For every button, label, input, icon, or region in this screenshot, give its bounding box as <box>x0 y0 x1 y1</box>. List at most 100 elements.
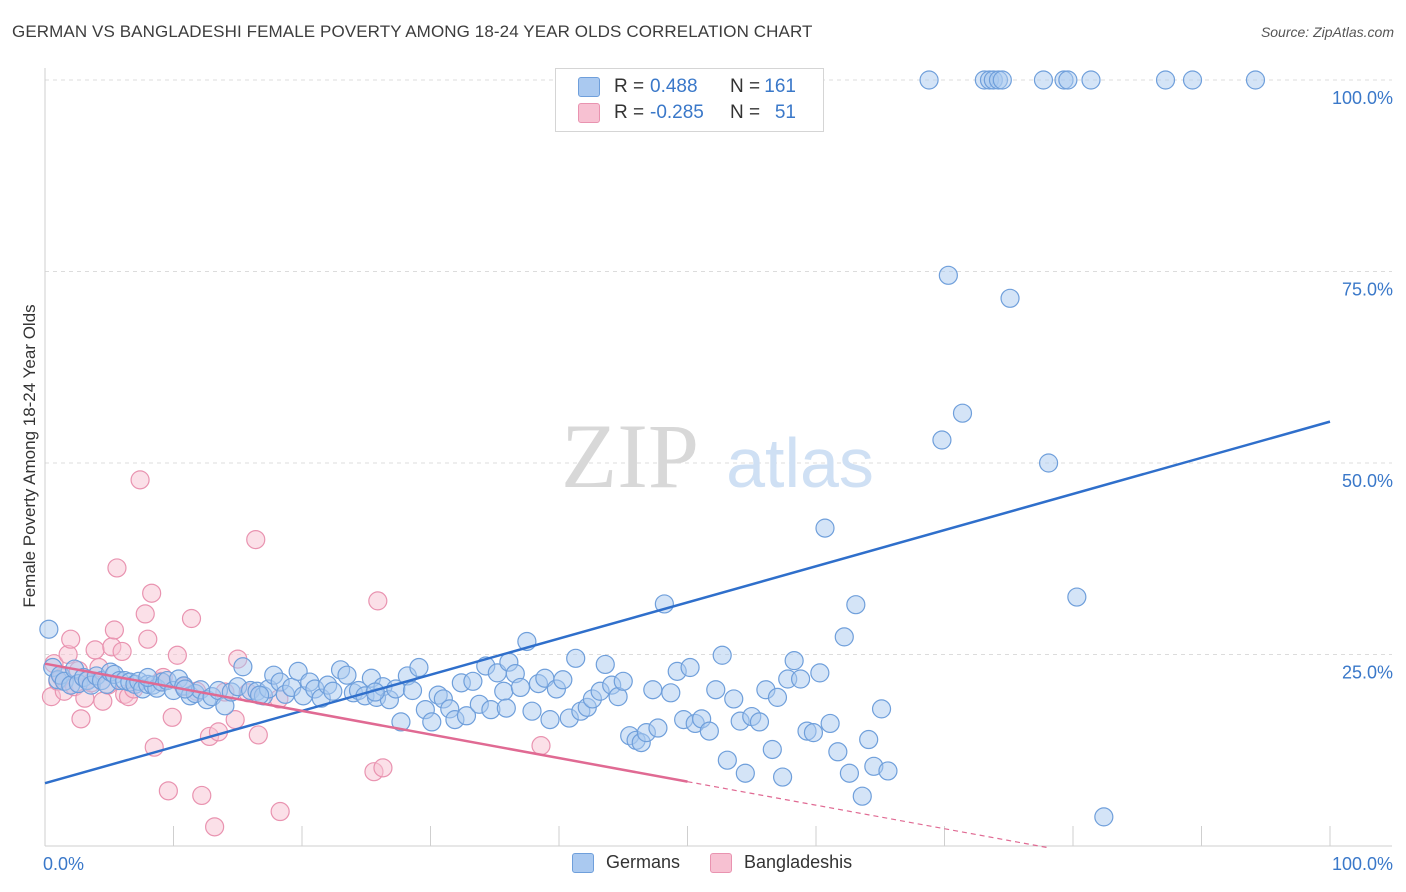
bangladeshi-point <box>130 470 150 490</box>
watermark-zip: ZIP <box>561 405 699 507</box>
german-point <box>762 739 782 760</box>
y-axis-label: Female Poverty Among 18-24 Year Olds <box>20 304 39 608</box>
german-point <box>871 699 892 719</box>
german-point <box>749 712 770 732</box>
german-point <box>496 698 516 718</box>
bangladeshis-points <box>41 470 551 837</box>
bangladeshis-swatch <box>578 103 600 123</box>
watermark: ZIP atlas <box>561 405 874 507</box>
r-value: -0.285 <box>650 102 704 123</box>
legend-item-germans[interactable]: Germans <box>572 852 680 873</box>
german-point <box>1094 807 1114 827</box>
german-point <box>992 70 1012 90</box>
german-point <box>834 627 854 647</box>
bangladeshi-point <box>373 758 393 778</box>
bangladeshi-point <box>368 591 388 611</box>
german-point <box>494 681 514 701</box>
german-point <box>952 403 973 423</box>
german-point <box>456 706 477 726</box>
german-point <box>846 595 866 615</box>
german-point <box>878 761 898 781</box>
bangladeshi-point <box>71 709 91 729</box>
bangladeshi-point <box>107 558 127 578</box>
german-point <box>938 265 958 285</box>
bangladeshi-point <box>162 707 182 727</box>
germans-trendline <box>44 420 1331 785</box>
bangladeshi-point <box>61 629 81 649</box>
german-point <box>815 518 835 538</box>
bangladeshi-point <box>181 608 202 629</box>
german-point <box>919 70 939 90</box>
german-point <box>932 430 952 450</box>
bangladeshi-point <box>112 641 132 662</box>
source-label: Source: ZipAtlas.com <box>1260 24 1394 40</box>
germans-points <box>39 70 1266 827</box>
bangladeshis-label: Bangladeshis <box>744 852 853 872</box>
german-point <box>735 763 755 783</box>
legend-row-bangladeshis: R = -0.285 N = 51 <box>578 100 796 126</box>
bangladeshi-point <box>85 640 105 660</box>
r-label: R = <box>614 102 645 123</box>
german-point <box>39 619 59 639</box>
n-label: N = <box>730 76 761 97</box>
german-point <box>1038 453 1059 473</box>
bangladeshi-point <box>138 629 158 649</box>
bangladeshi-point <box>158 781 178 801</box>
trendlines <box>44 420 1331 849</box>
german-point <box>1058 70 1078 90</box>
bangladeshi-point <box>142 583 162 603</box>
german-point <box>422 712 442 732</box>
german-point <box>859 729 879 750</box>
german-point <box>790 669 811 689</box>
bangladeshis-swatch <box>710 852 733 873</box>
correlation-legend: R = 0.488 N = 161 R = -0.285 N = 51 <box>555 68 824 132</box>
german-point <box>540 710 560 730</box>
german-point <box>852 786 872 806</box>
bangladeshi-point <box>104 620 124 640</box>
n-value: 51 <box>774 102 796 123</box>
bangladeshi-point <box>246 529 266 550</box>
y-tick-label: 25.0% <box>1342 663 1393 683</box>
bangladeshi-point <box>93 691 113 711</box>
germans-label: Germans <box>606 852 681 872</box>
german-point <box>772 767 793 787</box>
german-point <box>680 657 700 678</box>
german-point <box>233 657 253 677</box>
german-point <box>1081 70 1101 90</box>
german-point <box>522 701 542 721</box>
german-point <box>820 713 840 734</box>
x-tick-label: 100.0% <box>1332 854 1393 874</box>
bangladeshi-point <box>248 725 268 745</box>
german-point <box>1033 70 1054 90</box>
german-point <box>839 763 860 783</box>
german-point <box>810 663 830 683</box>
german-point <box>767 687 788 707</box>
german-point <box>724 689 744 709</box>
germans-swatch <box>572 852 594 873</box>
german-point <box>699 721 719 741</box>
german-point <box>337 665 357 685</box>
german-point <box>643 680 663 700</box>
n-label: N = <box>730 102 761 123</box>
german-point <box>784 651 804 671</box>
german-point <box>1067 587 1087 607</box>
watermark-atlas: atlas <box>726 424 874 502</box>
x-tick-label: 0.0% <box>43 854 84 874</box>
series-legend: Germans Bangladeshis <box>572 852 882 873</box>
german-point <box>1000 288 1020 308</box>
german-point <box>595 654 615 675</box>
german-point <box>1182 70 1203 90</box>
legend-item-bangladeshis[interactable]: Bangladeshis <box>710 852 852 873</box>
german-point <box>661 683 681 703</box>
german-point <box>391 712 411 732</box>
bangladeshis-trendline-extension <box>687 781 1048 849</box>
bangladeshi-point <box>167 645 187 665</box>
axes <box>44 68 1392 847</box>
german-point <box>402 680 423 701</box>
germans-swatch <box>578 77 600 97</box>
german-point <box>323 681 343 701</box>
german-point <box>706 680 726 700</box>
y-tick-label: 75.0% <box>1342 280 1393 300</box>
bangladeshi-point <box>270 801 290 822</box>
